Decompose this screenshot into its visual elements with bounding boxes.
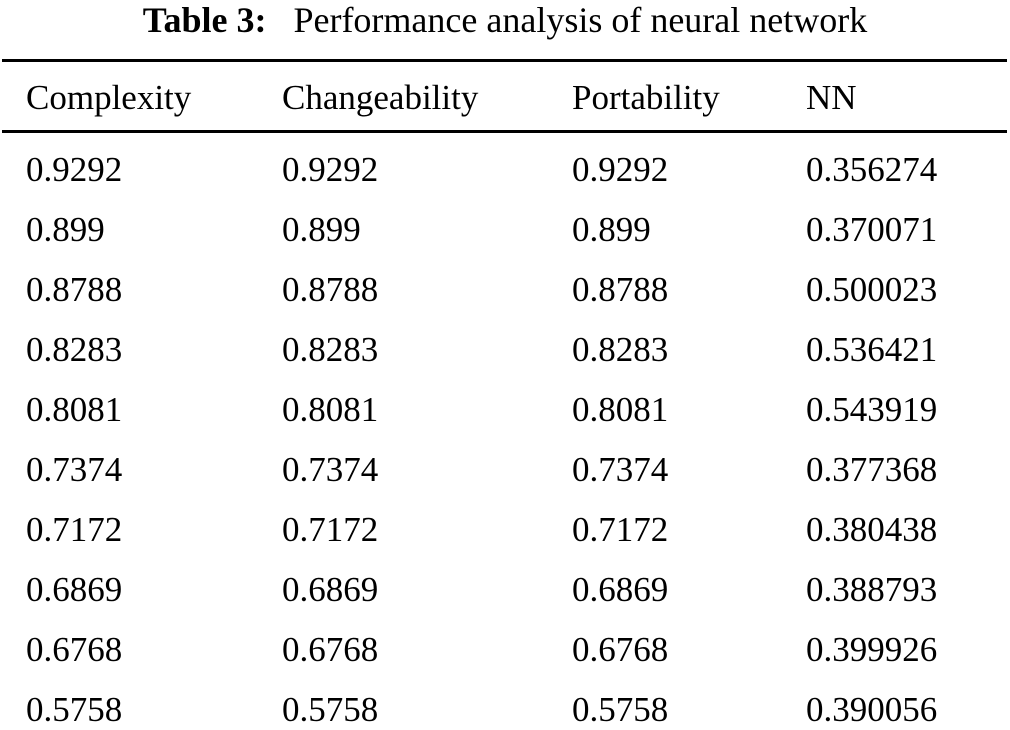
cell-changeability: 0.5758 — [282, 690, 379, 729]
caption-label: Table 3: — [142, 0, 267, 40]
cell-nn: 0.536421 — [806, 330, 938, 369]
cell-portability: 0.5758 — [572, 690, 669, 729]
cell-portability: 0.7172 — [572, 510, 669, 549]
header-complexity: Complexity — [26, 78, 192, 117]
cell-changeability: 0.8283 — [282, 330, 379, 369]
cell-complexity: 0.7172 — [26, 510, 123, 549]
cell-changeability: 0.7172 — [282, 510, 379, 549]
cell-portability: 0.6768 — [572, 630, 669, 669]
cell-nn: 0.370071 — [806, 210, 938, 249]
cell-nn: 0.500023 — [806, 270, 938, 309]
cell-changeability: 0.7374 — [282, 450, 379, 489]
caption-space — [275, 0, 284, 40]
cell-complexity: 0.6768 — [26, 630, 123, 669]
cell-complexity: 0.8283 — [26, 330, 123, 369]
top-rule — [2, 59, 1007, 62]
cell-complexity: 0.9292 — [26, 150, 123, 189]
cell-portability: 0.8283 — [572, 330, 669, 369]
cell-portability: 0.7374 — [572, 450, 669, 489]
header-rule — [2, 130, 1007, 133]
cell-nn: 0.543919 — [806, 390, 938, 429]
header-portability: Portability — [572, 78, 720, 117]
cell-changeability: 0.8081 — [282, 390, 379, 429]
cell-nn: 0.399926 — [806, 630, 938, 669]
cell-nn: 0.390056 — [806, 690, 938, 729]
caption-text: Performance analysis of neural network — [293, 0, 868, 40]
cell-nn: 0.356274 — [806, 150, 938, 189]
cell-portability: 0.8788 — [572, 270, 669, 309]
cell-nn: 0.377368 — [806, 450, 938, 489]
cell-changeability: 0.8788 — [282, 270, 379, 309]
cell-portability: 0.899 — [572, 210, 651, 249]
cell-complexity: 0.899 — [26, 210, 105, 249]
cell-complexity: 0.8788 — [26, 270, 123, 309]
cell-complexity: 0.6869 — [26, 570, 123, 609]
header-changeability: Changeability — [282, 78, 479, 117]
cell-changeability: 0.6869 — [282, 570, 379, 609]
table-caption: Table 3: Performance analysis of neural … — [0, 0, 1010, 40]
cell-nn: 0.388793 — [806, 570, 938, 609]
cell-portability: 0.6869 — [572, 570, 669, 609]
cell-changeability: 0.899 — [282, 210, 361, 249]
cell-changeability: 0.6768 — [282, 630, 379, 669]
cell-complexity: 0.8081 — [26, 390, 123, 429]
cell-nn: 0.380438 — [806, 510, 938, 549]
cell-changeability: 0.9292 — [282, 150, 379, 189]
cell-complexity: 0.7374 — [26, 450, 123, 489]
cell-portability: 0.8081 — [572, 390, 669, 429]
cell-portability: 0.9292 — [572, 150, 669, 189]
header-nn: NN — [806, 78, 857, 117]
cell-complexity: 0.5758 — [26, 690, 123, 729]
